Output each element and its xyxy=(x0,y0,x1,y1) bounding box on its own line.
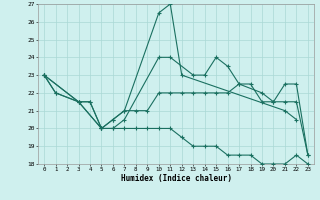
X-axis label: Humidex (Indice chaleur): Humidex (Indice chaleur) xyxy=(121,174,231,183)
